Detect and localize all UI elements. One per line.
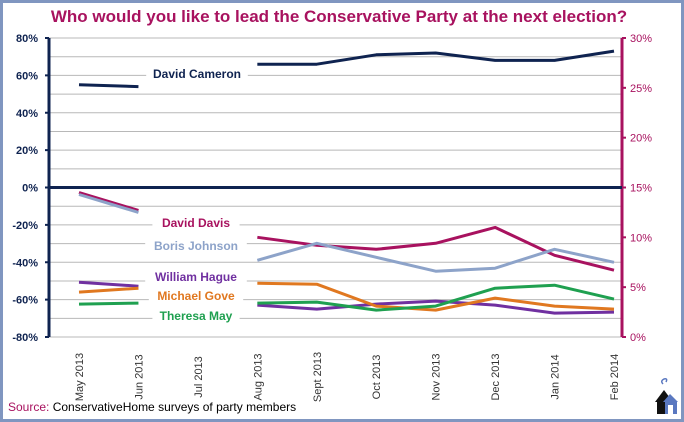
x-tick-label: Jun 2013 [133, 354, 145, 399]
series-line-david-cameron [78, 83, 139, 89]
left-tick-label: -40% [12, 257, 38, 269]
x-tick-label: Feb 2014 [609, 354, 621, 400]
x-tick-label: Aug 2013 [252, 353, 264, 400]
series-label-davis: David Davis [162, 216, 230, 230]
series-line-michael-gove [257, 281, 615, 312]
left-tick-label: -20% [12, 220, 38, 232]
left-tick-label: 0% [22, 183, 38, 195]
left-tick-label: 20% [16, 145, 38, 157]
chart-title: Who would you like to lead the Conservat… [50, 7, 628, 26]
x-tick-label: Oct 2013 [371, 355, 383, 400]
x-tick-label: Dec 2013 [490, 353, 502, 400]
left-tick-label: 60% [16, 70, 38, 82]
right-tick-label: 0% [630, 332, 646, 344]
series-line-boris-johnson [256, 241, 615, 273]
x-tick-label: Sept 2013 [312, 352, 324, 402]
left-tick-label: -60% [12, 295, 38, 307]
series-line-david-davis [78, 191, 139, 212]
source-note: Source: ConservativeHome surveys of part… [8, 400, 296, 414]
x-tick-label: Nov 2013 [431, 353, 443, 400]
series-line-william-hague [257, 299, 615, 315]
right-tick-label: 5% [630, 282, 646, 294]
series-line-theresa-may [257, 283, 615, 312]
right-tick-label: 30% [630, 33, 652, 45]
right-tick-label: 15% [630, 183, 652, 195]
left-tick-label: -80% [12, 332, 38, 344]
series-label-cameron: David Cameron [153, 67, 241, 81]
right-tick-label: 25% [630, 83, 652, 95]
series-label-johnson: Boris Johnson [154, 239, 238, 253]
left-tick-label: 80% [16, 33, 38, 45]
series-line-david-davis [257, 225, 615, 272]
series-label-gove: Michael Gove [157, 289, 235, 303]
left-tick-label: 40% [16, 108, 38, 120]
x-tick-label: May 2013 [74, 353, 86, 401]
series-line-william-hague [78, 280, 139, 288]
right-tick-label: 20% [630, 133, 652, 145]
series-label-hague: William Hague [155, 270, 237, 284]
conservativehome-logo-icon [655, 378, 678, 414]
source-text: ConservativeHome surveys of party member… [49, 400, 297, 414]
series-line-theresa-may [78, 301, 139, 306]
series-line-boris-johnson [78, 193, 139, 214]
right-tick-label: 10% [630, 232, 652, 244]
x-tick-label: Jan 2014 [550, 354, 562, 399]
series-label-may: Theresa May [160, 309, 233, 323]
source-label: Source: [8, 400, 50, 414]
series-line-michael-gove [78, 286, 139, 294]
x-tick-label: Jul 2013 [193, 356, 205, 398]
series-line-david-cameron [257, 49, 615, 66]
